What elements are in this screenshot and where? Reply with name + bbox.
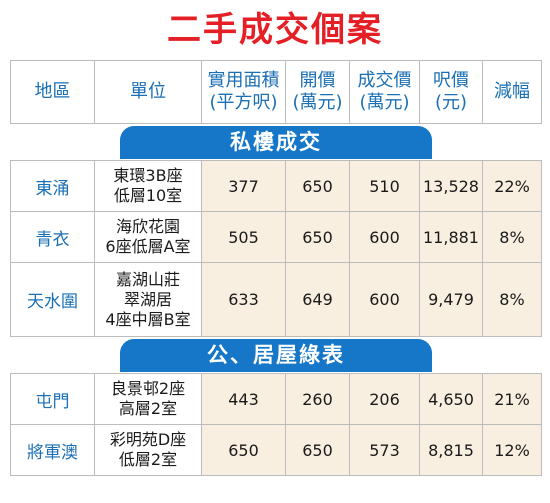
cell-psf: 4,650 <box>419 373 483 425</box>
header-deal: 成交價 (萬元) <box>349 60 420 124</box>
section-label-public: 公、居屋綠表 <box>120 338 432 372</box>
header-psf: 呎價 (元) <box>419 60 483 124</box>
cell-deal: 600 <box>349 262 420 337</box>
cell-asking: 649 <box>285 262 350 337</box>
cell-asking: 650 <box>285 211 350 263</box>
cell-area: 633 <box>201 262 286 337</box>
cell-district: 屯門 <box>10 373 95 425</box>
cell-area: 377 <box>201 160 286 212</box>
cell-unit: 嘉湖山莊 翠湖居 4座中層B室 <box>94 262 202 337</box>
cell-area: 505 <box>201 211 286 263</box>
cell-district: 將軍澳 <box>10 424 95 476</box>
cell-area: 650 <box>201 424 286 476</box>
header-district: 地區 <box>10 60 95 124</box>
header-asking: 開價 (萬元) <box>285 60 350 124</box>
header-cut: 減幅 <box>482 60 542 124</box>
table-row: 將軍澳 彩明苑D座 低層2室 650 650 573 8,815 12% <box>10 424 542 476</box>
page-title: 二手成交個案 <box>167 10 383 50</box>
cell-asking: 260 <box>285 373 350 425</box>
cell-psf: 8,815 <box>419 424 483 476</box>
cell-unit: 海欣花園 6座低層A室 <box>94 211 202 263</box>
cell-cut: 22% <box>482 160 542 212</box>
cell-deal: 573 <box>349 424 420 476</box>
cell-district: 天水圍 <box>10 262 95 337</box>
header-area: 實用面積 (平方呎) <box>201 60 286 124</box>
section-row: 私樓成交 <box>10 123 542 161</box>
section-label-private: 私樓成交 <box>120 125 432 159</box>
section-row: 公、居屋綠表 <box>10 336 542 374</box>
header-unit: 單位 <box>94 60 202 124</box>
cell-cut: 8% <box>482 262 542 337</box>
cell-deal: 206 <box>349 373 420 425</box>
cell-psf: 11,881 <box>419 211 483 263</box>
cell-asking: 650 <box>285 424 350 476</box>
cell-psf: 9,479 <box>419 262 483 337</box>
cell-asking: 650 <box>285 160 350 212</box>
table-row: 青衣 海欣花園 6座低層A室 505 650 600 11,881 8% <box>10 211 542 263</box>
cell-deal: 600 <box>349 211 420 263</box>
cell-unit: 良景邨2座 高層2室 <box>94 373 202 425</box>
table-row: 屯門 良景邨2座 高層2室 443 260 206 4,650 21% <box>10 373 542 425</box>
transactions-table: 地區 單位 實用面積 (平方呎) 開價 (萬元) 成交價 (萬元) 呎價 (元) 減幅 … <box>10 60 542 476</box>
cell-cut: 12% <box>482 424 542 476</box>
table-row: 天水圍 嘉湖山莊 翠湖居 4座中層B室 633 649 600 9,479 8% <box>10 262 542 337</box>
table-row: 東涌 東環3B座 低層10室 377 650 510 13,528 22% <box>10 160 542 212</box>
cell-psf: 13,528 <box>419 160 483 212</box>
cell-cut: 8% <box>482 211 542 263</box>
cell-district: 東涌 <box>10 160 95 212</box>
cell-district: 青衣 <box>10 211 95 263</box>
cell-unit: 東環3B座 低層10室 <box>94 160 202 212</box>
header-row: 地區 單位 實用面積 (平方呎) 開價 (萬元) 成交價 (萬元) 呎價 (元) 減幅 <box>10 60 542 124</box>
cell-area: 443 <box>201 373 286 425</box>
cell-deal: 510 <box>349 160 420 212</box>
cell-unit: 彩明苑D座 低層2室 <box>94 424 202 476</box>
cell-cut: 21% <box>482 373 542 425</box>
